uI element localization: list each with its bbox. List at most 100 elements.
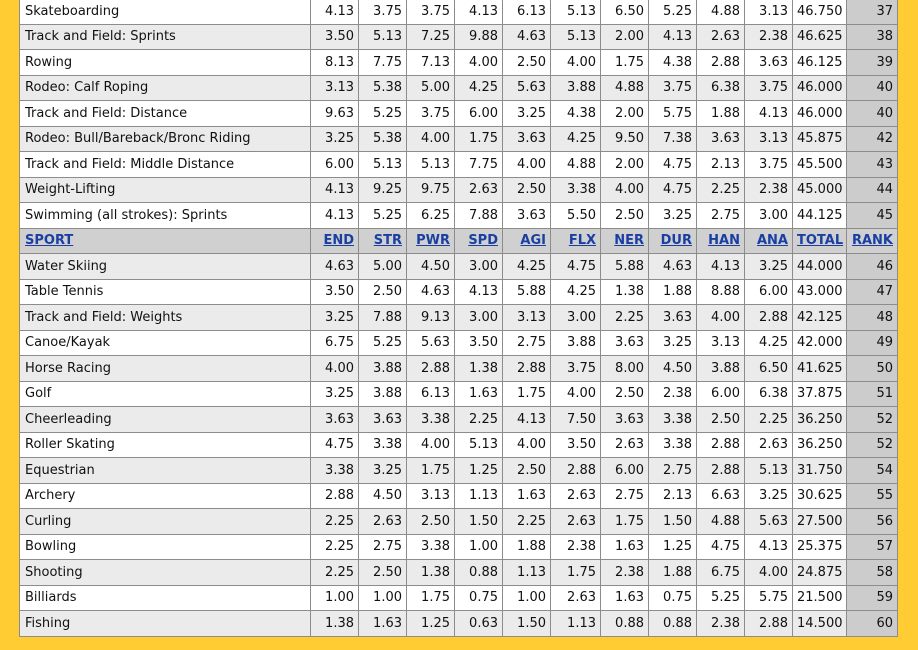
table-row: Water Skiing 4.63 5.00 4.50 3.00 4.25 4.75 5.88…: [19, 253, 898, 280]
table-body-top: Skateboarding 4.13 3.75 3.75 4.13 6.13 5.13 6.5…: [19, 0, 898, 229]
header-end-link[interactable]: END: [310, 227, 359, 254]
header-total-link[interactable]: TOTAL: [792, 227, 847, 254]
score-cell: 6.00: [696, 380, 745, 407]
score-cell: 2.88: [696, 431, 745, 458]
score-cell: 2.25: [502, 508, 551, 535]
score-cell: 2.75: [696, 202, 745, 229]
score-cell: 6.38: [696, 74, 745, 101]
score-cell: 3.13: [744, 0, 793, 25]
score-cell: 4.00: [406, 125, 455, 152]
header-spd-link[interactable]: SPD: [454, 227, 503, 254]
score-cell: 3.00: [454, 253, 503, 280]
score-cell: 2.25: [744, 406, 793, 433]
score-cell: 1.25: [648, 533, 697, 560]
score-cell: 4.88: [550, 151, 601, 178]
table-row: Shooting 2.25 2.50 1.38 0.88 1.13 1.75 2.38 1.88…: [19, 559, 898, 586]
rank-cell: 47: [846, 278, 898, 305]
rank-cell: 56: [846, 508, 898, 535]
score-cell: 4.13: [648, 23, 697, 50]
header-str-link[interactable]: STR: [358, 227, 407, 254]
header-sport-link[interactable]: SPORT: [19, 227, 311, 254]
rank-cell: 52: [846, 431, 898, 458]
score-cell: 1.63: [502, 482, 551, 509]
total-cell: 44.000: [792, 253, 847, 280]
table-row: Billiards 1.00 1.00 1.75 0.75 1.00 2.63 1.63 0.7…: [19, 584, 898, 611]
header-pwr-link[interactable]: PWR: [406, 227, 455, 254]
score-cell: 3.88: [696, 355, 745, 382]
score-cell: 7.75: [454, 151, 503, 178]
score-cell: 4.75: [648, 176, 697, 203]
score-cell: 5.38: [358, 125, 407, 152]
header-rank-link[interactable]: RANK: [846, 227, 898, 254]
rank-cell: 39: [846, 49, 898, 76]
score-cell: 5.13: [454, 431, 503, 458]
score-cell: 1.63: [600, 584, 649, 611]
score-cell: 1.50: [454, 508, 503, 535]
total-cell: 36.250: [792, 406, 847, 433]
score-cell: 4.38: [648, 49, 697, 76]
header-ner-link[interactable]: NER: [600, 227, 649, 254]
score-cell: 4.13: [696, 253, 745, 280]
rank-cell: 48: [846, 304, 898, 331]
sport-name-cell: Skateboarding: [19, 0, 311, 25]
score-cell: 3.88: [550, 329, 601, 356]
score-cell: 2.88: [406, 355, 455, 382]
sport-name-cell: Track and Field: Middle Distance: [19, 151, 311, 178]
score-cell: 9.50: [600, 125, 649, 152]
total-cell: 46.000: [792, 100, 847, 127]
score-cell: 2.38: [744, 23, 793, 50]
rank-cell: 59: [846, 584, 898, 611]
score-cell: 3.38: [648, 431, 697, 458]
rank-cell: 50: [846, 355, 898, 382]
score-cell: 4.63: [502, 23, 551, 50]
score-cell: 2.38: [648, 380, 697, 407]
total-cell: 46.000: [792, 74, 847, 101]
rank-cell: 38: [846, 23, 898, 50]
score-cell: 2.25: [600, 304, 649, 331]
score-cell: 3.63: [600, 406, 649, 433]
score-cell: 1.00: [454, 533, 503, 560]
header-agi-link[interactable]: AGI: [502, 227, 551, 254]
score-cell: 9.13: [406, 304, 455, 331]
score-cell: 2.13: [648, 482, 697, 509]
header-flx-link[interactable]: FLX: [550, 227, 601, 254]
table-row: Table Tennis 3.50 2.50 4.63 4.13 5.88 4.25 1.38…: [19, 278, 898, 305]
score-cell: 6.00: [310, 151, 359, 178]
total-cell: 41.625: [792, 355, 847, 382]
score-cell: 3.63: [648, 304, 697, 331]
header-dur-link[interactable]: DUR: [648, 227, 697, 254]
rank-cell: 40: [846, 74, 898, 101]
score-cell: 6.38: [744, 380, 793, 407]
table-row: Horse Racing 4.00 3.88 2.88 1.38 2.88 3.75 8.00…: [19, 355, 898, 382]
table-row: Rodeo: Bull/Bareback/Bronc Riding 3.25 5.3…: [19, 125, 898, 152]
rank-cell: 51: [846, 380, 898, 407]
score-cell: 6.50: [744, 355, 793, 382]
score-cell: 2.63: [550, 584, 601, 611]
score-cell: 3.63: [600, 329, 649, 356]
score-cell: 2.00: [600, 23, 649, 50]
score-cell: 3.25: [744, 253, 793, 280]
sport-name-cell: Track and Field: Sprints: [19, 23, 311, 50]
score-cell: 4.50: [358, 482, 407, 509]
table-row: Cheerleading 3.63 3.63 3.38 2.25 4.13 7.50 3.63…: [19, 406, 898, 433]
header-ana-link[interactable]: ANA: [744, 227, 793, 254]
score-cell: 4.75: [696, 533, 745, 560]
score-cell: 4.75: [648, 151, 697, 178]
score-cell: 3.13: [502, 304, 551, 331]
score-cell: 2.50: [502, 49, 551, 76]
rank-cell: 37: [846, 0, 898, 25]
score-cell: 2.63: [744, 431, 793, 458]
score-cell: 5.25: [358, 202, 407, 229]
sport-name-cell: Roller Skating: [19, 431, 311, 458]
table-row: Weight-Lifting 4.13 9.25 9.75 2.63 2.50 3.38 4.…: [19, 176, 898, 203]
rank-cell: 54: [846, 457, 898, 484]
score-cell: 4.00: [600, 176, 649, 203]
sport-name-cell: Shooting: [19, 559, 311, 586]
header-han-link[interactable]: HAN: [696, 227, 745, 254]
score-cell: 3.75: [406, 0, 455, 25]
score-cell: 3.25: [648, 202, 697, 229]
score-cell: 5.25: [648, 0, 697, 25]
score-cell: 2.88: [696, 49, 745, 76]
score-cell: 5.25: [358, 329, 407, 356]
score-cell: 1.00: [502, 584, 551, 611]
